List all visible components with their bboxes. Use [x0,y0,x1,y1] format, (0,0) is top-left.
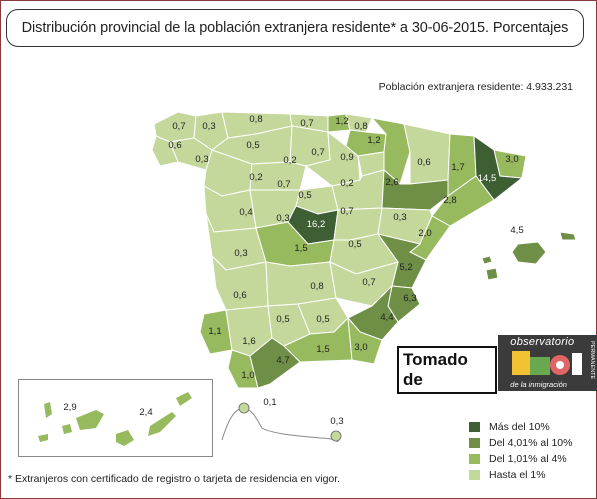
province-value-label: 0,7 [311,147,324,158]
province-value-label: 2,9 [63,402,76,413]
province-value-label: 1,1 [208,326,221,337]
map-title: Distribución provincial de la población … [21,20,569,36]
province-tarragona [431,175,495,227]
province-baleares-cabrera [481,255,493,265]
province-value-label: 1,5 [294,243,307,254]
province-value-label: 0,3 [234,248,247,259]
province-value-label: 0,9 [340,152,353,163]
footnote: * Extranjeros con certificado de registr… [8,473,341,485]
island-el-hierro [38,434,48,442]
legend-swatch [469,470,480,480]
ceuta-melilla-inset [221,402,342,443]
province-value-label: 0,3 [202,121,215,132]
island-lanzarote [176,392,192,406]
province-baleares-mallorca [511,241,547,265]
title-box: Distribución provincial de la población … [6,9,584,47]
legend: Más del 10% Del 4,01% al 10% Del 1,01% a… [469,419,572,483]
province-value-label: 0,2 [249,172,262,183]
observatorio-logo: observatorio PERMANENTE de la inmigració… [498,335,597,391]
province-value-label: 0,6 [417,157,430,168]
province-value-label: 1,7 [451,162,464,173]
province-value-label: 1,0 [241,370,254,381]
province-value-label: 0,8 [249,114,262,125]
province-value-label: 16,2 [307,219,326,230]
logo-graphic [512,351,583,375]
province-value-label: 0,5 [316,314,329,325]
legend-label: Hasta el 1% [489,469,546,481]
province-value-label: 0,5 [246,140,259,151]
legend-swatch [469,422,480,432]
province-value-label: 1,6 [242,336,255,347]
province-huesca [403,123,451,185]
province-value-label: 0,3 [393,212,406,223]
province-value-label: 0,6 [168,140,181,151]
province-value-label: 0,7 [277,179,290,190]
island-la-gomera [62,424,72,434]
island-la-palma [44,402,52,418]
province-value-label: 0,3 [195,154,208,165]
logo-side-text: PERMANENTE [589,341,595,380]
province-value-label: 0,2 [340,178,353,189]
credit-label: Tomado de [397,346,498,394]
island-gran-canaria [116,430,134,446]
province-huelva [199,309,233,355]
province-value-label: 2,4 [139,407,152,418]
north-africa-coastline [221,407,339,443]
logo-wordmark: observatorio [510,336,575,348]
province-value-label: 0,7 [340,206,353,217]
province-valladolid [249,161,307,191]
island-tenerife [76,410,104,430]
province-value-label: 0,2 [283,155,296,166]
province-value-label: 4,5 [510,225,523,236]
credit-badge: Tomado de observatorio PERMANENTE de la … [397,335,597,394]
province-value-label: 0,6 [233,290,246,301]
province-value-label: 0,7 [172,121,185,132]
province-value-label: 0,3 [330,416,343,427]
logo-subtitle: de la inmigración [510,380,567,389]
province-value-label: 0,7 [362,277,375,288]
province-almeria [347,316,383,365]
canary-inset-box [18,379,213,457]
province-value-label: 6,3 [403,293,416,304]
total-population: Población extranjera residente: 4.933.23… [378,81,573,93]
legend-label: Del 1,01% al 4% [489,453,567,465]
province-baleares-menorca [559,231,577,241]
province-value-label: 0,5 [276,314,289,325]
province-value-label: 0,5 [348,239,361,250]
province-value-label: 14,5 [478,173,497,184]
island-fuerteventura [148,412,176,436]
legend-label: Más del 10% [489,421,550,433]
legend-swatch [469,438,480,448]
province-value-label: 2,0 [418,228,431,239]
province-value-label: 1,2 [335,116,348,127]
melilla-marker [330,430,342,442]
province-value-label: 0,1 [263,397,276,408]
province-baleares-ibiza [485,267,499,281]
ceuta-marker [238,402,250,414]
canary-islands [38,392,192,446]
province-value-label: 1,2 [367,135,380,146]
province-value-label: 4,4 [380,312,393,323]
legend-item: Más del 10% [469,419,572,435]
province-value-label: 2,6 [385,177,398,188]
province-value-label: 0,3 [276,213,289,224]
legend-item: Del 4,01% al 10% [469,435,572,451]
province-value-label: 2,8 [443,195,456,206]
province-value-label: 5,2 [399,262,412,273]
province-value-label: 0,4 [239,207,252,218]
province-value-label: 3,0 [354,342,367,353]
province-value-label: 4,7 [276,355,289,366]
legend-item: Del 1,01% al 4% [469,451,572,467]
province-value-label: 1,5 [316,344,329,355]
legend-label: Del 4,01% al 10% [489,437,573,449]
province-value-label: 0,7 [300,118,313,129]
legend-item: Hasta el 1% [469,467,572,483]
province-value-label: 3,0 [505,154,518,165]
province-pontevedra [151,135,179,167]
legend-swatch [469,454,480,464]
province-value-label: 0,5 [298,190,311,201]
province-value-label: 0,8 [310,281,323,292]
province-value-label: 0,8 [354,121,367,132]
